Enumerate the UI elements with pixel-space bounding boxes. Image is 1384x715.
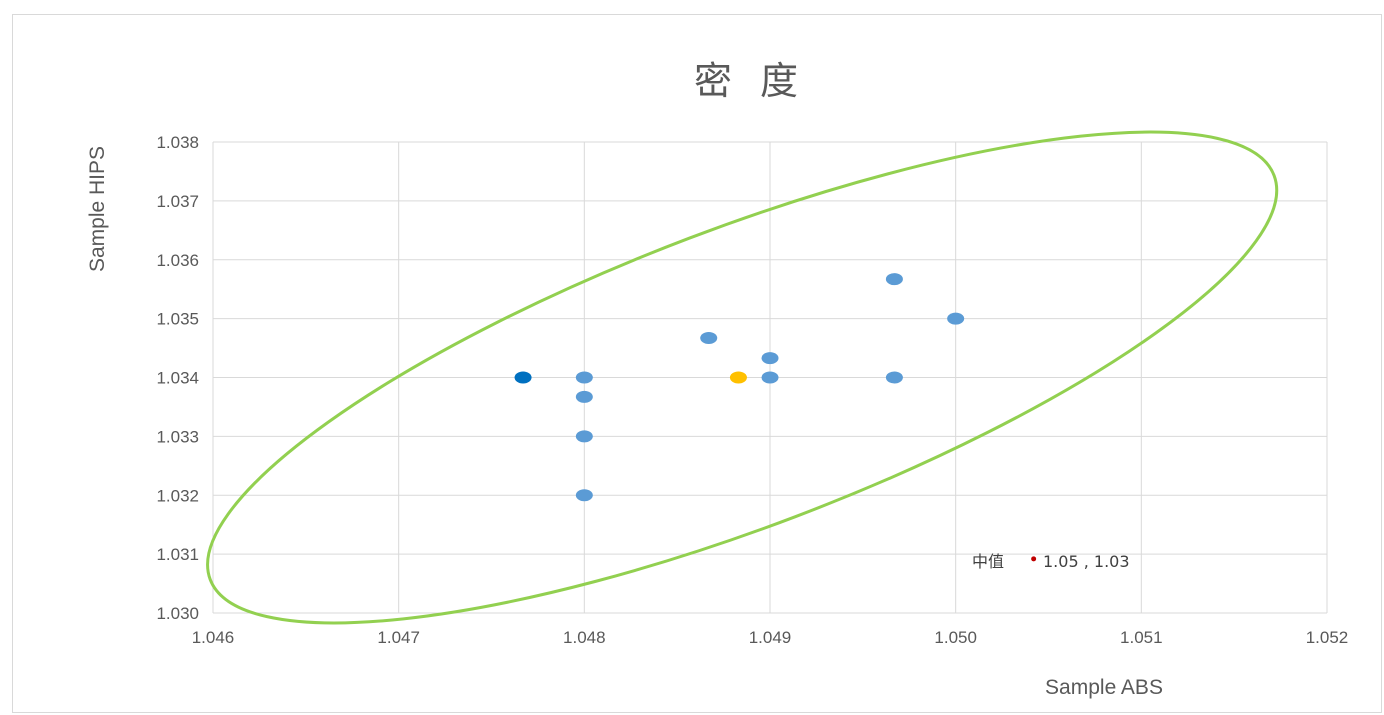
y-axis-label: Sample HIPS: [86, 146, 109, 272]
x-tick-labels: 1.046 1.047 1.048 1.049 1.050 1.051 1.052: [192, 628, 1349, 647]
data-point: [885, 273, 903, 286]
x-tick-label: 1.047: [377, 628, 420, 647]
x-axis-label: Sample ABS: [1045, 676, 1163, 699]
x-tick-label: 1.050: [934, 628, 977, 647]
x-tick-label: 1.052: [1306, 628, 1349, 647]
data-point: [761, 371, 779, 384]
data-point: [514, 371, 532, 384]
data-point: [575, 430, 593, 443]
y-tick-label: 1.038: [156, 133, 199, 152]
y-tick-label: 1.036: [156, 251, 199, 270]
chart-title: 密 度: [694, 59, 806, 103]
median-annotation: 中值 1.05 , 1.03: [972, 552, 1130, 571]
chart-frame: [12, 14, 1382, 713]
x-tick-label: 1.051: [1120, 628, 1163, 647]
median-annotation-value: 1.05 , 1.03: [1043, 552, 1130, 571]
data-points: [514, 273, 965, 502]
data-point: [947, 312, 965, 325]
data-point: [575, 371, 593, 384]
x-tick-label: 1.049: [749, 628, 792, 647]
confidence-ellipse: [206, 130, 1279, 625]
data-point: [885, 371, 903, 384]
x-tick-label: 1.046: [192, 628, 235, 647]
gridlines: [212, 141, 1328, 614]
y-tick-label: 1.030: [156, 604, 199, 623]
data-point: [729, 371, 747, 384]
data-point: [761, 352, 779, 365]
ellipse-layer: [206, 130, 1279, 625]
data-point: [700, 332, 718, 345]
data-point: [575, 489, 593, 502]
y-tick-labels: 1.030 1.031 1.032 1.033 1.034 1.035 1.036 1.037…: [156, 133, 199, 623]
x-tick-label: 1.048: [563, 628, 606, 647]
y-tick-label: 1.031: [156, 545, 199, 564]
y-tick-label: 1.035: [156, 310, 199, 329]
y-tick-label: 1.032: [156, 486, 199, 505]
y-tick-label: 1.033: [156, 427, 199, 446]
y-tick-label: 1.037: [156, 192, 199, 211]
y-tick-label: 1.034: [156, 369, 199, 388]
median-marker: [1031, 556, 1037, 562]
data-point: [575, 390, 593, 403]
median-annotation-prefix: 中值: [972, 552, 1004, 571]
